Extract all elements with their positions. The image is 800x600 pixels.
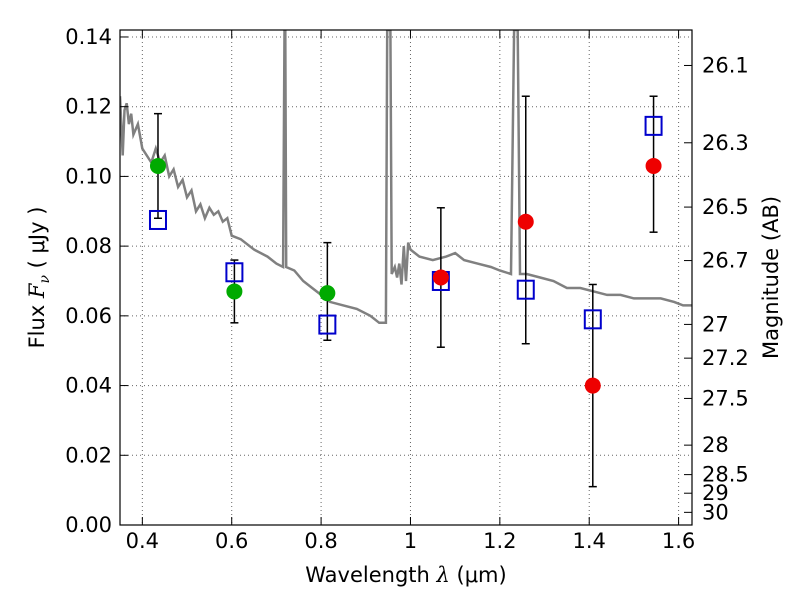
magnitude-tick-label: 26.3 (702, 131, 749, 155)
x-tick-label: 0.4 (126, 529, 159, 553)
x-tick-label: 1 (404, 529, 417, 553)
y-tick-label: 0.04 (65, 374, 112, 398)
observed-flux-point (319, 285, 336, 302)
x-tick-label: 1.2 (483, 529, 516, 553)
observed-flux-point (517, 213, 534, 230)
magnitude-tick-label: 26.1 (702, 53, 749, 77)
template-spectrum-line (120, 30, 692, 325)
x-tick-label: 0.6 (215, 529, 248, 553)
data-points-layer (148, 95, 663, 488)
magnitude-tick-label: 27.2 (702, 346, 749, 370)
y-tick-label: 0.10 (65, 164, 112, 188)
model-square-point (148, 209, 167, 230)
observed-flux-point (432, 269, 449, 286)
observed-flux-point (149, 157, 166, 174)
y-axis-label: Flux Fν ( μJy ) (25, 207, 53, 349)
y-tick-label: 0.14 (65, 25, 112, 49)
y-tick-label: 0.02 (65, 443, 112, 467)
magnitude-tick-label: 26.7 (702, 249, 749, 273)
magnitude-axis-label: Magnitude (AB) (759, 196, 783, 359)
magnitude-tick-label: 27.5 (702, 386, 749, 410)
x-axis-label: Wavelength λ (μm) (305, 563, 506, 587)
template-spectrum-layer (120, 30, 692, 325)
model-square-point (644, 115, 663, 136)
plot-frame (119, 29, 693, 526)
y-tick-label: 0.06 (65, 304, 112, 328)
y-tick-label: 0.00 (65, 513, 112, 537)
x-axis-ticks: 0.4 0.6 0.8 1 1.2 1.4 1.6 (126, 30, 695, 553)
y-axis-ticks: 0.00 0.02 0.04 0.06 0.08 0.10 0.12 0.14 (65, 25, 128, 537)
y-tick-label: 0.12 (65, 95, 112, 119)
model-square-point (225, 262, 244, 283)
magnitude-tick-label: 30 (702, 500, 729, 524)
model-square-point (516, 279, 535, 300)
observed-flux-point (226, 283, 243, 300)
magnitude-tick-label: 26.5 (702, 195, 749, 219)
magnitude-tick-label: 28.5 (702, 463, 749, 487)
x-tick-label: 1.6 (662, 529, 695, 553)
magnitude-tick-label: 29 (702, 481, 729, 505)
model-square-point (318, 314, 337, 335)
observed-flux-point (645, 157, 662, 174)
y-tick-label: 0.08 (65, 234, 112, 258)
magnitude-tick-label: 28 (702, 433, 729, 457)
x-tick-label: 0.8 (304, 529, 337, 553)
x-tick-label: 1.4 (573, 529, 606, 553)
model-square-point (583, 309, 602, 330)
magnitude-tick-label: 27 (702, 312, 729, 336)
observed-flux-point (584, 377, 601, 394)
